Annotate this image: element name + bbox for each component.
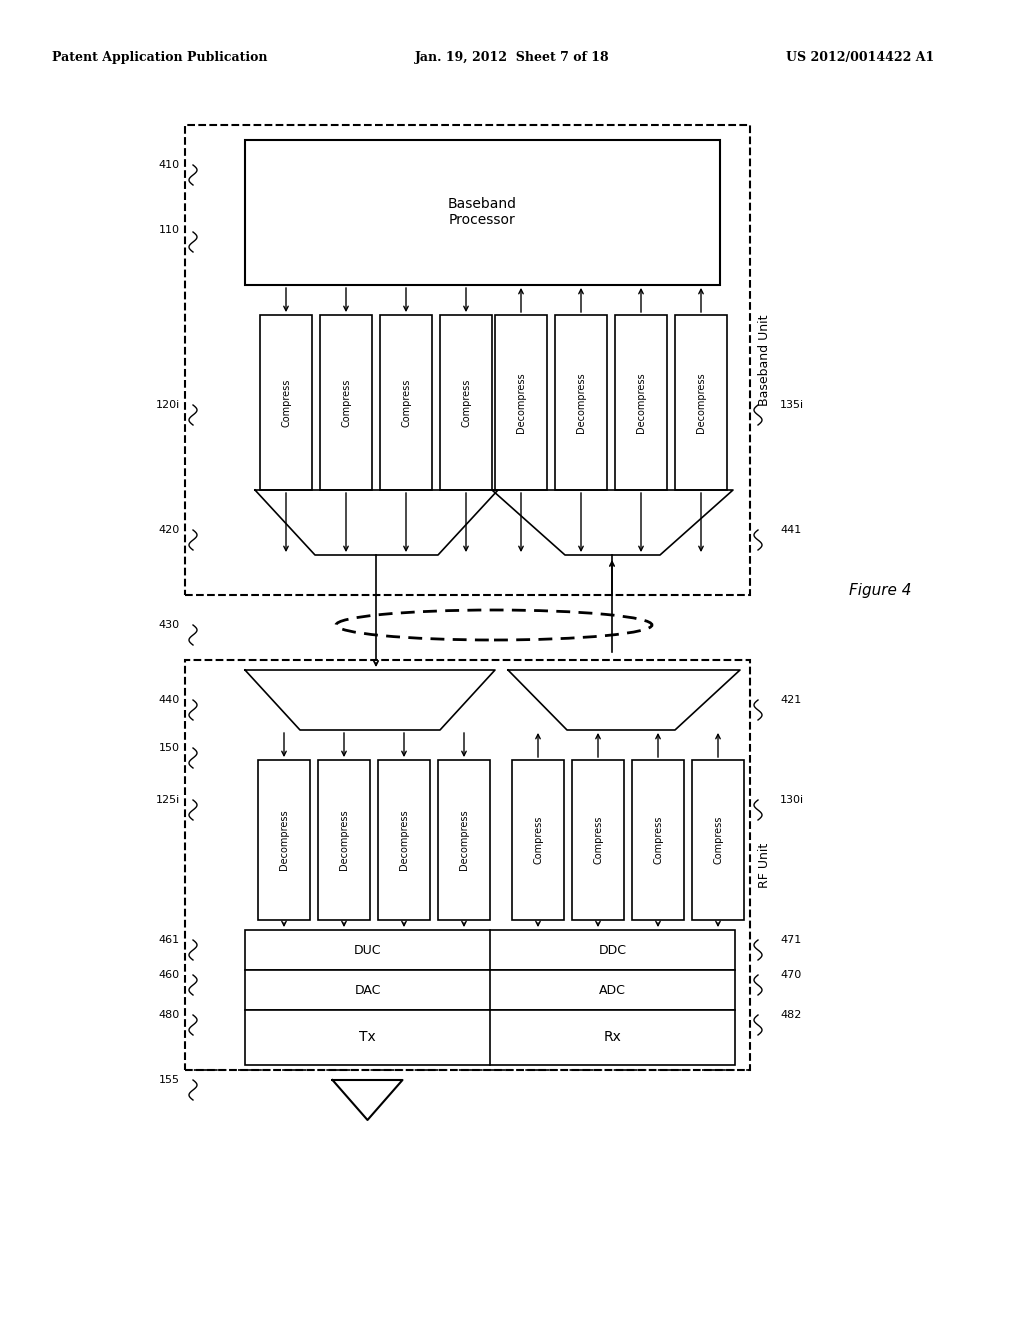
Text: 471: 471 (780, 935, 801, 945)
Text: ADC: ADC (599, 983, 626, 997)
Text: Compress: Compress (653, 816, 663, 865)
Text: 430: 430 (159, 620, 180, 630)
Bar (245, 1010, 735, 1065)
Text: Decompress: Decompress (459, 809, 469, 870)
Text: DDC: DDC (598, 944, 627, 957)
Text: Decompress: Decompress (279, 809, 289, 870)
Text: Compress: Compress (534, 816, 543, 865)
Text: 135i: 135i (780, 400, 804, 411)
Bar (185, 660, 750, 1071)
Bar (495, 315, 547, 490)
Bar (319, 315, 372, 490)
Bar (615, 315, 667, 490)
Text: Compress: Compress (593, 816, 603, 865)
Text: 461: 461 (159, 935, 180, 945)
Text: 470: 470 (780, 970, 801, 979)
Text: Decompress: Decompress (636, 372, 646, 433)
Text: Decompress: Decompress (399, 809, 409, 870)
Text: US 2012/0014422 A1: US 2012/0014422 A1 (785, 51, 934, 65)
Text: Figure 4: Figure 4 (849, 582, 911, 598)
Text: 125i: 125i (156, 795, 180, 805)
Text: Baseband Unit: Baseband Unit (759, 314, 771, 405)
Text: Baseband
Processor: Baseband Processor (449, 197, 517, 227)
Bar (632, 760, 684, 920)
Bar (555, 315, 607, 490)
Text: Rx: Rx (603, 1030, 622, 1044)
Bar (572, 760, 624, 920)
Bar (260, 315, 312, 490)
Bar (380, 315, 432, 490)
Text: 420: 420 (159, 525, 180, 535)
Text: 440: 440 (159, 696, 180, 705)
Text: Decompress: Decompress (575, 372, 586, 433)
Bar (318, 760, 370, 920)
Text: 441: 441 (780, 525, 801, 535)
Text: DUC: DUC (353, 944, 381, 957)
Text: 421: 421 (780, 696, 801, 705)
Text: 120i: 120i (156, 400, 180, 411)
Text: Compress: Compress (401, 379, 411, 426)
Bar (258, 760, 310, 920)
Bar (245, 931, 735, 970)
Text: 460: 460 (159, 970, 180, 979)
Text: Jan. 19, 2012  Sheet 7 of 18: Jan. 19, 2012 Sheet 7 of 18 (415, 51, 609, 65)
Text: 130i: 130i (780, 795, 804, 805)
Bar (675, 315, 727, 490)
Text: DAC: DAC (354, 983, 381, 997)
Bar (378, 760, 430, 920)
Text: Compress: Compress (281, 379, 291, 426)
Text: 155: 155 (159, 1074, 180, 1085)
Text: RF Unit: RF Unit (759, 842, 771, 887)
Text: Compress: Compress (341, 379, 351, 426)
Text: Compress: Compress (461, 379, 471, 426)
Text: Tx: Tx (359, 1030, 376, 1044)
Bar (185, 125, 750, 595)
Bar (512, 760, 564, 920)
Bar (245, 140, 720, 285)
Text: 110: 110 (159, 224, 180, 235)
Text: Patent Application Publication: Patent Application Publication (52, 51, 267, 65)
Bar (245, 970, 735, 1010)
Text: Decompress: Decompress (696, 372, 706, 433)
Text: 482: 482 (780, 1010, 802, 1020)
Text: Decompress: Decompress (516, 372, 526, 433)
Bar (438, 760, 490, 920)
Text: Compress: Compress (713, 816, 723, 865)
Bar (692, 760, 744, 920)
Text: Decompress: Decompress (339, 809, 349, 870)
Text: 410: 410 (159, 160, 180, 170)
Text: 150: 150 (159, 743, 180, 752)
Text: 480: 480 (159, 1010, 180, 1020)
Bar (440, 315, 492, 490)
